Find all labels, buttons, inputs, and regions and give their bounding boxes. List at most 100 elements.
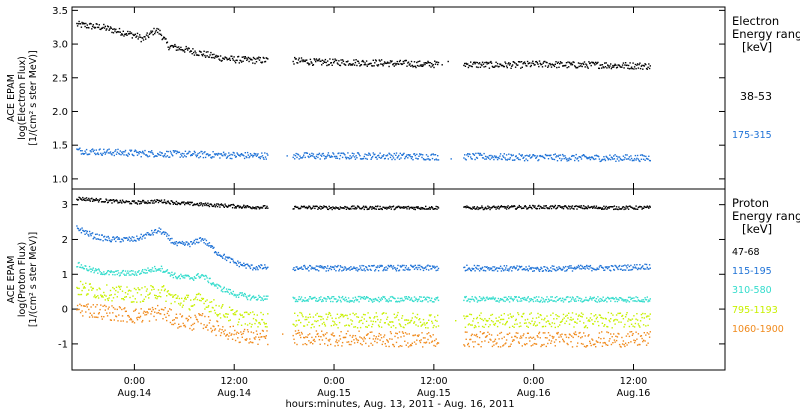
data-point	[386, 61, 389, 63]
data-point	[592, 297, 595, 299]
data-point	[176, 317, 178, 319]
data-point	[147, 200, 149, 202]
data-point	[255, 206, 257, 208]
data-point	[294, 155, 297, 157]
data-point	[218, 330, 220, 332]
data-point	[359, 336, 361, 338]
data-point	[238, 206, 240, 209]
data-point	[419, 300, 422, 302]
data-point	[615, 318, 617, 321]
data-point	[115, 315, 118, 318]
data-point	[597, 296, 599, 298]
data-point	[322, 333, 324, 336]
data-point	[186, 241, 188, 243]
data-point	[159, 29, 161, 32]
data-point	[437, 63, 439, 66]
data-point	[464, 205, 467, 208]
data-point	[511, 298, 513, 300]
data-point	[121, 290, 124, 292]
data-point	[609, 269, 611, 271]
data-point	[351, 64, 354, 66]
data-point	[258, 208, 261, 210]
data-point	[135, 308, 137, 310]
data-point	[398, 60, 401, 63]
data-point	[333, 153, 335, 155]
data-point	[499, 267, 501, 270]
data-point	[126, 154, 128, 156]
data-point	[478, 296, 481, 298]
data-point	[374, 156, 377, 159]
data-point	[233, 204, 235, 207]
data-point	[112, 32, 115, 34]
data-point	[192, 242, 194, 244]
data-point	[215, 334, 217, 337]
data-point	[359, 265, 361, 267]
data-point	[217, 55, 220, 58]
data-point	[325, 313, 327, 315]
data-point	[350, 343, 352, 346]
data-point	[195, 203, 198, 205]
data-point	[634, 266, 637, 268]
data-point	[580, 264, 582, 267]
data-point	[632, 333, 634, 335]
data-point	[520, 325, 522, 327]
data-point	[577, 66, 579, 69]
data-point	[561, 62, 563, 64]
data-point	[368, 208, 370, 210]
data-point	[172, 45, 174, 47]
data-point	[569, 267, 571, 269]
data-point	[611, 157, 613, 159]
data-point	[425, 159, 427, 161]
data-point	[518, 61, 520, 63]
data-point	[360, 319, 363, 322]
data-point	[105, 151, 107, 154]
data-point	[184, 51, 186, 53]
data-point	[580, 342, 583, 345]
data-point	[487, 341, 490, 343]
data-point	[642, 301, 644, 303]
data-point	[412, 312, 414, 315]
data-point	[578, 266, 580, 268]
data-point	[174, 241, 176, 243]
data-point	[528, 155, 530, 157]
data-point	[414, 264, 416, 267]
data-point	[578, 332, 580, 334]
data-point	[381, 343, 383, 346]
data-point	[243, 155, 245, 157]
data-point	[234, 312, 236, 314]
data-point	[389, 321, 392, 323]
data-point	[401, 63, 404, 65]
data-point	[589, 206, 592, 209]
data-point	[486, 266, 488, 268]
data-point	[633, 207, 636, 209]
data-point	[516, 323, 518, 325]
data-point	[607, 65, 610, 67]
data-point	[476, 264, 479, 267]
data-point	[495, 343, 497, 345]
data-point	[490, 339, 492, 341]
data-point	[172, 203, 175, 205]
data-point	[431, 322, 434, 324]
data-point	[484, 61, 486, 64]
data-point	[499, 153, 502, 155]
data-point	[336, 157, 339, 159]
data-point	[431, 153, 433, 156]
data-point	[106, 312, 108, 314]
data-point	[509, 62, 511, 65]
data-point	[600, 338, 602, 340]
data-point	[286, 155, 288, 157]
data-point	[477, 343, 479, 345]
data-point	[517, 157, 519, 159]
data-point	[604, 66, 607, 68]
data-point	[582, 343, 584, 345]
data-point	[563, 317, 565, 319]
data-point	[303, 299, 305, 302]
data-point	[550, 267, 552, 269]
data-point	[340, 301, 342, 303]
data-point	[520, 155, 523, 157]
data-point	[517, 332, 519, 334]
data-point	[171, 323, 173, 326]
data-point	[505, 296, 507, 298]
data-point	[375, 60, 377, 62]
data-point	[294, 205, 296, 208]
